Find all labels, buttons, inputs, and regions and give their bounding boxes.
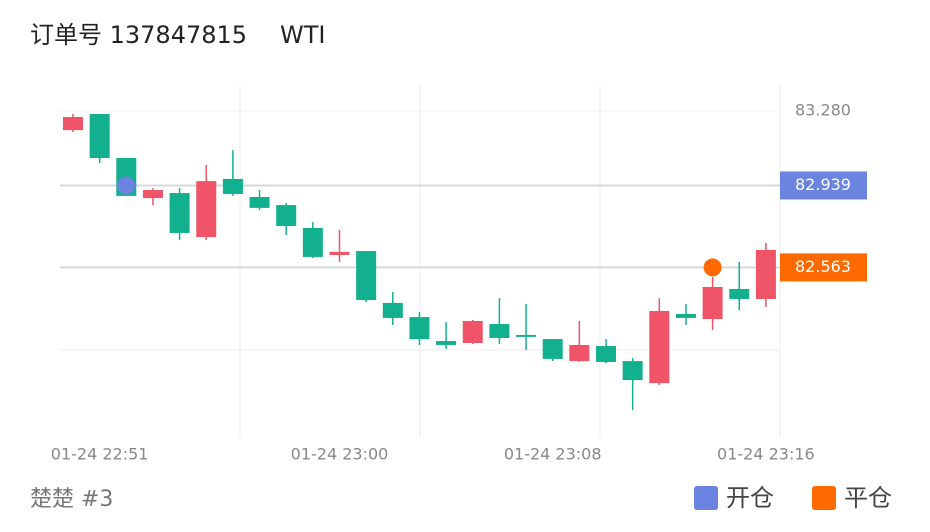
legend-label: 开仓: [726, 484, 774, 512]
candle-body: [622, 361, 643, 381]
candle-body: [436, 341, 457, 345]
trade-marker: [117, 176, 136, 195]
candle-body: [675, 314, 696, 318]
footer: 楚楚 #3: [30, 487, 113, 512]
candle-body: [356, 251, 377, 301]
candle-body: [249, 197, 270, 208]
candle-body: [89, 113, 110, 158]
candle-body: [222, 178, 243, 194]
candle-body: [649, 310, 670, 384]
candle-body: [329, 251, 350, 255]
candle-body: [302, 227, 323, 257]
candle-body: [596, 346, 616, 362]
grid: [60, 85, 781, 438]
candle-body: [729, 288, 750, 299]
price-tag: [780, 253, 867, 282]
candle-body: [462, 320, 483, 343]
x-tick-label: 01-24 23:16: [717, 445, 815, 464]
candle-body: [702, 286, 723, 320]
candle-body: [196, 181, 217, 238]
candle-body: [63, 117, 83, 131]
candle-body: [542, 339, 563, 359]
x-tick-label: 01-24 23:00: [291, 445, 389, 464]
price-tag-label: 82.939: [795, 175, 851, 194]
candle-body: [169, 193, 190, 233]
y-tick-label: 83.280: [795, 101, 851, 120]
order-title: 订单号 137847815: [30, 21, 247, 49]
price-tag-label: 82.563: [795, 257, 851, 276]
candle-body: [409, 317, 430, 340]
candle-body: [755, 249, 776, 299]
trade-marker: [703, 258, 722, 277]
candle-body: [276, 205, 297, 226]
symbol: WTI: [280, 21, 325, 49]
x-tick-label: 01-24 22:51: [51, 445, 149, 464]
legend-label: 平仓: [844, 484, 892, 512]
candle-body: [569, 344, 590, 362]
x-tick-label: 01-24 23:08: [504, 445, 602, 464]
legend-swatch: [694, 486, 718, 510]
price-tag: [780, 171, 867, 200]
candle-body: [489, 324, 510, 338]
candle-body: [382, 302, 403, 318]
legend-swatch: [812, 486, 836, 510]
candle-body: [142, 190, 163, 199]
candle-body: [516, 334, 537, 337]
